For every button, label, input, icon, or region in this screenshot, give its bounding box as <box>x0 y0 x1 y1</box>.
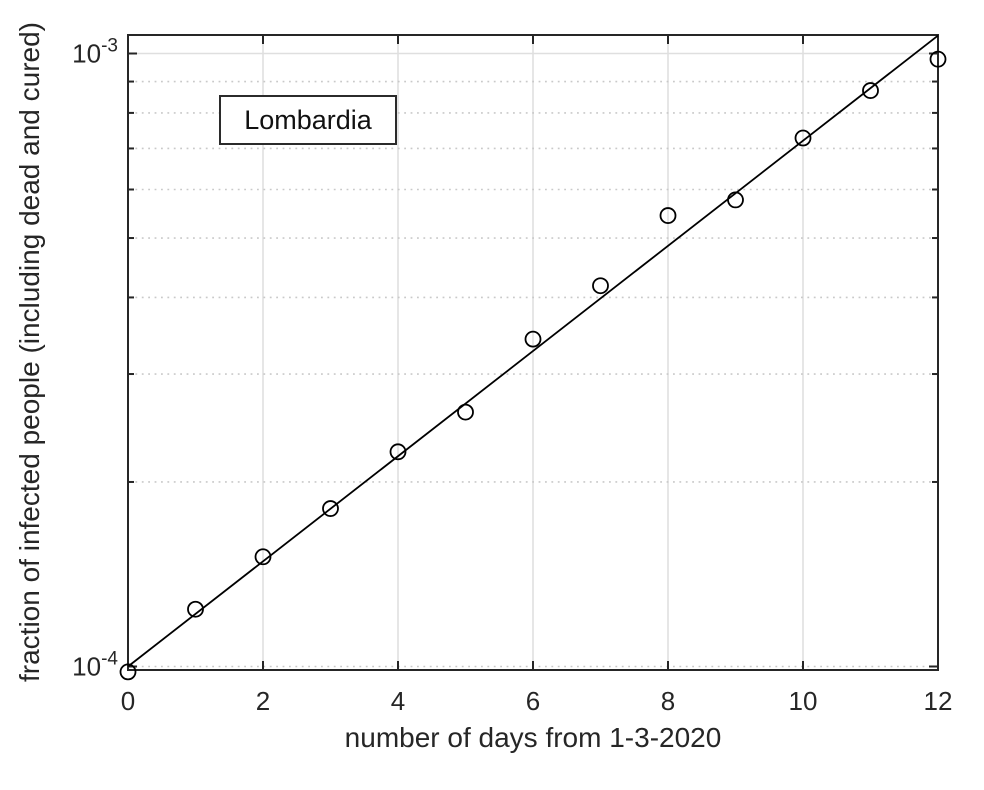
y-tick-label: 10-3 <box>72 36 118 69</box>
data-point-marker <box>524 330 542 348</box>
legend-box: Lombardia <box>219 95 397 145</box>
x-tick-label: 0 <box>121 686 135 716</box>
x-tick-label: 10 <box>789 686 818 716</box>
data-point-marker <box>389 443 407 461</box>
y-tick-label: 10-4 <box>72 649 118 682</box>
data-point-marker <box>254 548 272 566</box>
legend-label: Lombardia <box>244 104 372 135</box>
data-point-marker <box>862 82 879 99</box>
x-axis-label: number of days from 1-3-2020 <box>344 722 722 753</box>
x-tick-label: 8 <box>661 686 675 716</box>
x-tick-label: 12 <box>924 686 953 716</box>
x-tick-label: 4 <box>391 686 405 716</box>
fit-line <box>127 34 939 668</box>
data-point-marker <box>592 277 609 295</box>
data-point-marker <box>119 663 137 681</box>
data-point-marker <box>727 191 744 209</box>
x-tick-label: 2 <box>256 686 270 716</box>
y-axis-label: fraction of infected people (including d… <box>14 22 45 682</box>
data-point-marker <box>457 403 474 421</box>
data-point-marker <box>322 500 339 517</box>
data-point-marker <box>794 129 812 147</box>
data-point-marker <box>929 50 947 68</box>
x-tick-label: 6 <box>526 686 540 716</box>
data-point-marker <box>187 600 204 618</box>
axes-box <box>127 34 939 671</box>
data-point-marker <box>659 207 677 224</box>
